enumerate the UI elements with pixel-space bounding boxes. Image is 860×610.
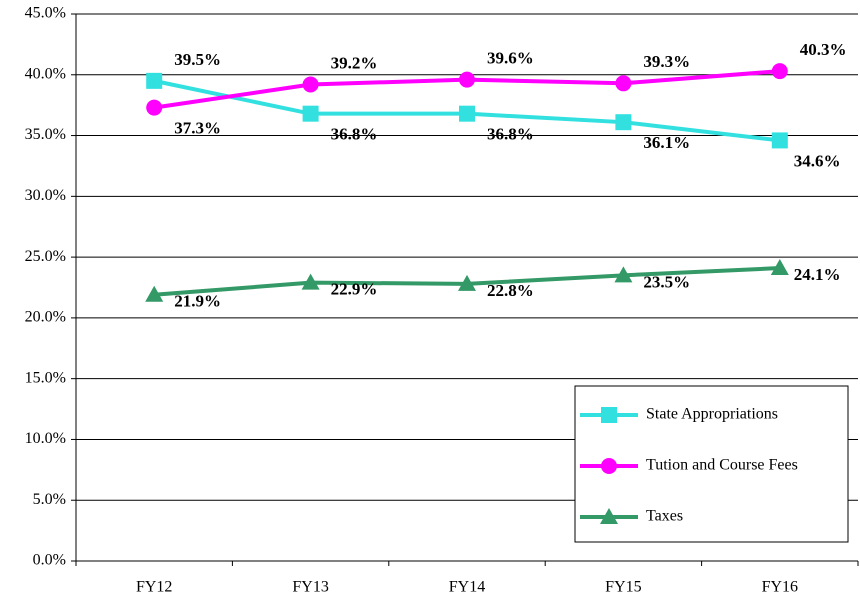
x-tick-label: FY13 <box>292 579 328 596</box>
data-label: 34.6% <box>794 151 841 170</box>
x-tick-label: FY16 <box>762 579 798 596</box>
marker <box>771 132 788 149</box>
marker <box>601 407 617 423</box>
data-label: 36.8% <box>331 125 378 144</box>
marker <box>600 508 618 524</box>
data-label: 37.3% <box>174 119 221 138</box>
legend-label: Taxes <box>646 508 683 525</box>
y-tick-label: 30.0% <box>25 187 66 204</box>
y-tick-label: 40.0% <box>25 65 66 82</box>
data-label: 40.3% <box>800 40 847 59</box>
marker <box>459 105 475 122</box>
x-tick-label: FY15 <box>605 579 641 596</box>
legend-label: Tution and Course Fees <box>646 457 798 474</box>
y-tick-label: 25.0% <box>25 248 66 265</box>
marker <box>459 71 475 88</box>
x-tick-label: FY12 <box>136 579 172 596</box>
x-tick-label: FY14 <box>449 579 485 596</box>
data-label: 22.8% <box>487 281 534 300</box>
marker <box>458 274 476 291</box>
data-label: 39.6% <box>487 49 534 68</box>
marker <box>302 76 319 93</box>
legend-label: State Appropriations <box>646 406 778 423</box>
marker <box>145 285 164 302</box>
data-label: 21.9% <box>174 292 221 311</box>
marker <box>601 458 617 474</box>
marker <box>302 105 319 122</box>
data-label: 39.3% <box>643 52 690 71</box>
marker <box>146 99 163 116</box>
marker <box>615 75 632 92</box>
y-tick-label: 35.0% <box>25 126 66 143</box>
data-label: 36.1% <box>643 133 690 152</box>
marker <box>770 259 789 276</box>
data-label: 22.9% <box>331 280 378 299</box>
data-label: 24.1% <box>794 265 841 284</box>
y-tick-label: 15.0% <box>25 369 66 386</box>
data-label: 36.8% <box>487 125 534 144</box>
marker <box>301 273 320 290</box>
y-tick-label: 5.0% <box>33 491 66 508</box>
marker <box>615 114 632 131</box>
y-tick-label: 20.0% <box>25 309 66 326</box>
marker <box>771 63 788 80</box>
data-label: 39.2% <box>331 53 378 72</box>
data-label: 39.5% <box>174 50 221 69</box>
y-tick-label: 45.0% <box>25 5 66 22</box>
y-tick-label: 10.0% <box>25 430 66 447</box>
marker <box>146 72 163 89</box>
y-tick-label: 0.0% <box>33 552 66 569</box>
marker <box>614 266 633 283</box>
data-label: 23.5% <box>643 272 690 291</box>
